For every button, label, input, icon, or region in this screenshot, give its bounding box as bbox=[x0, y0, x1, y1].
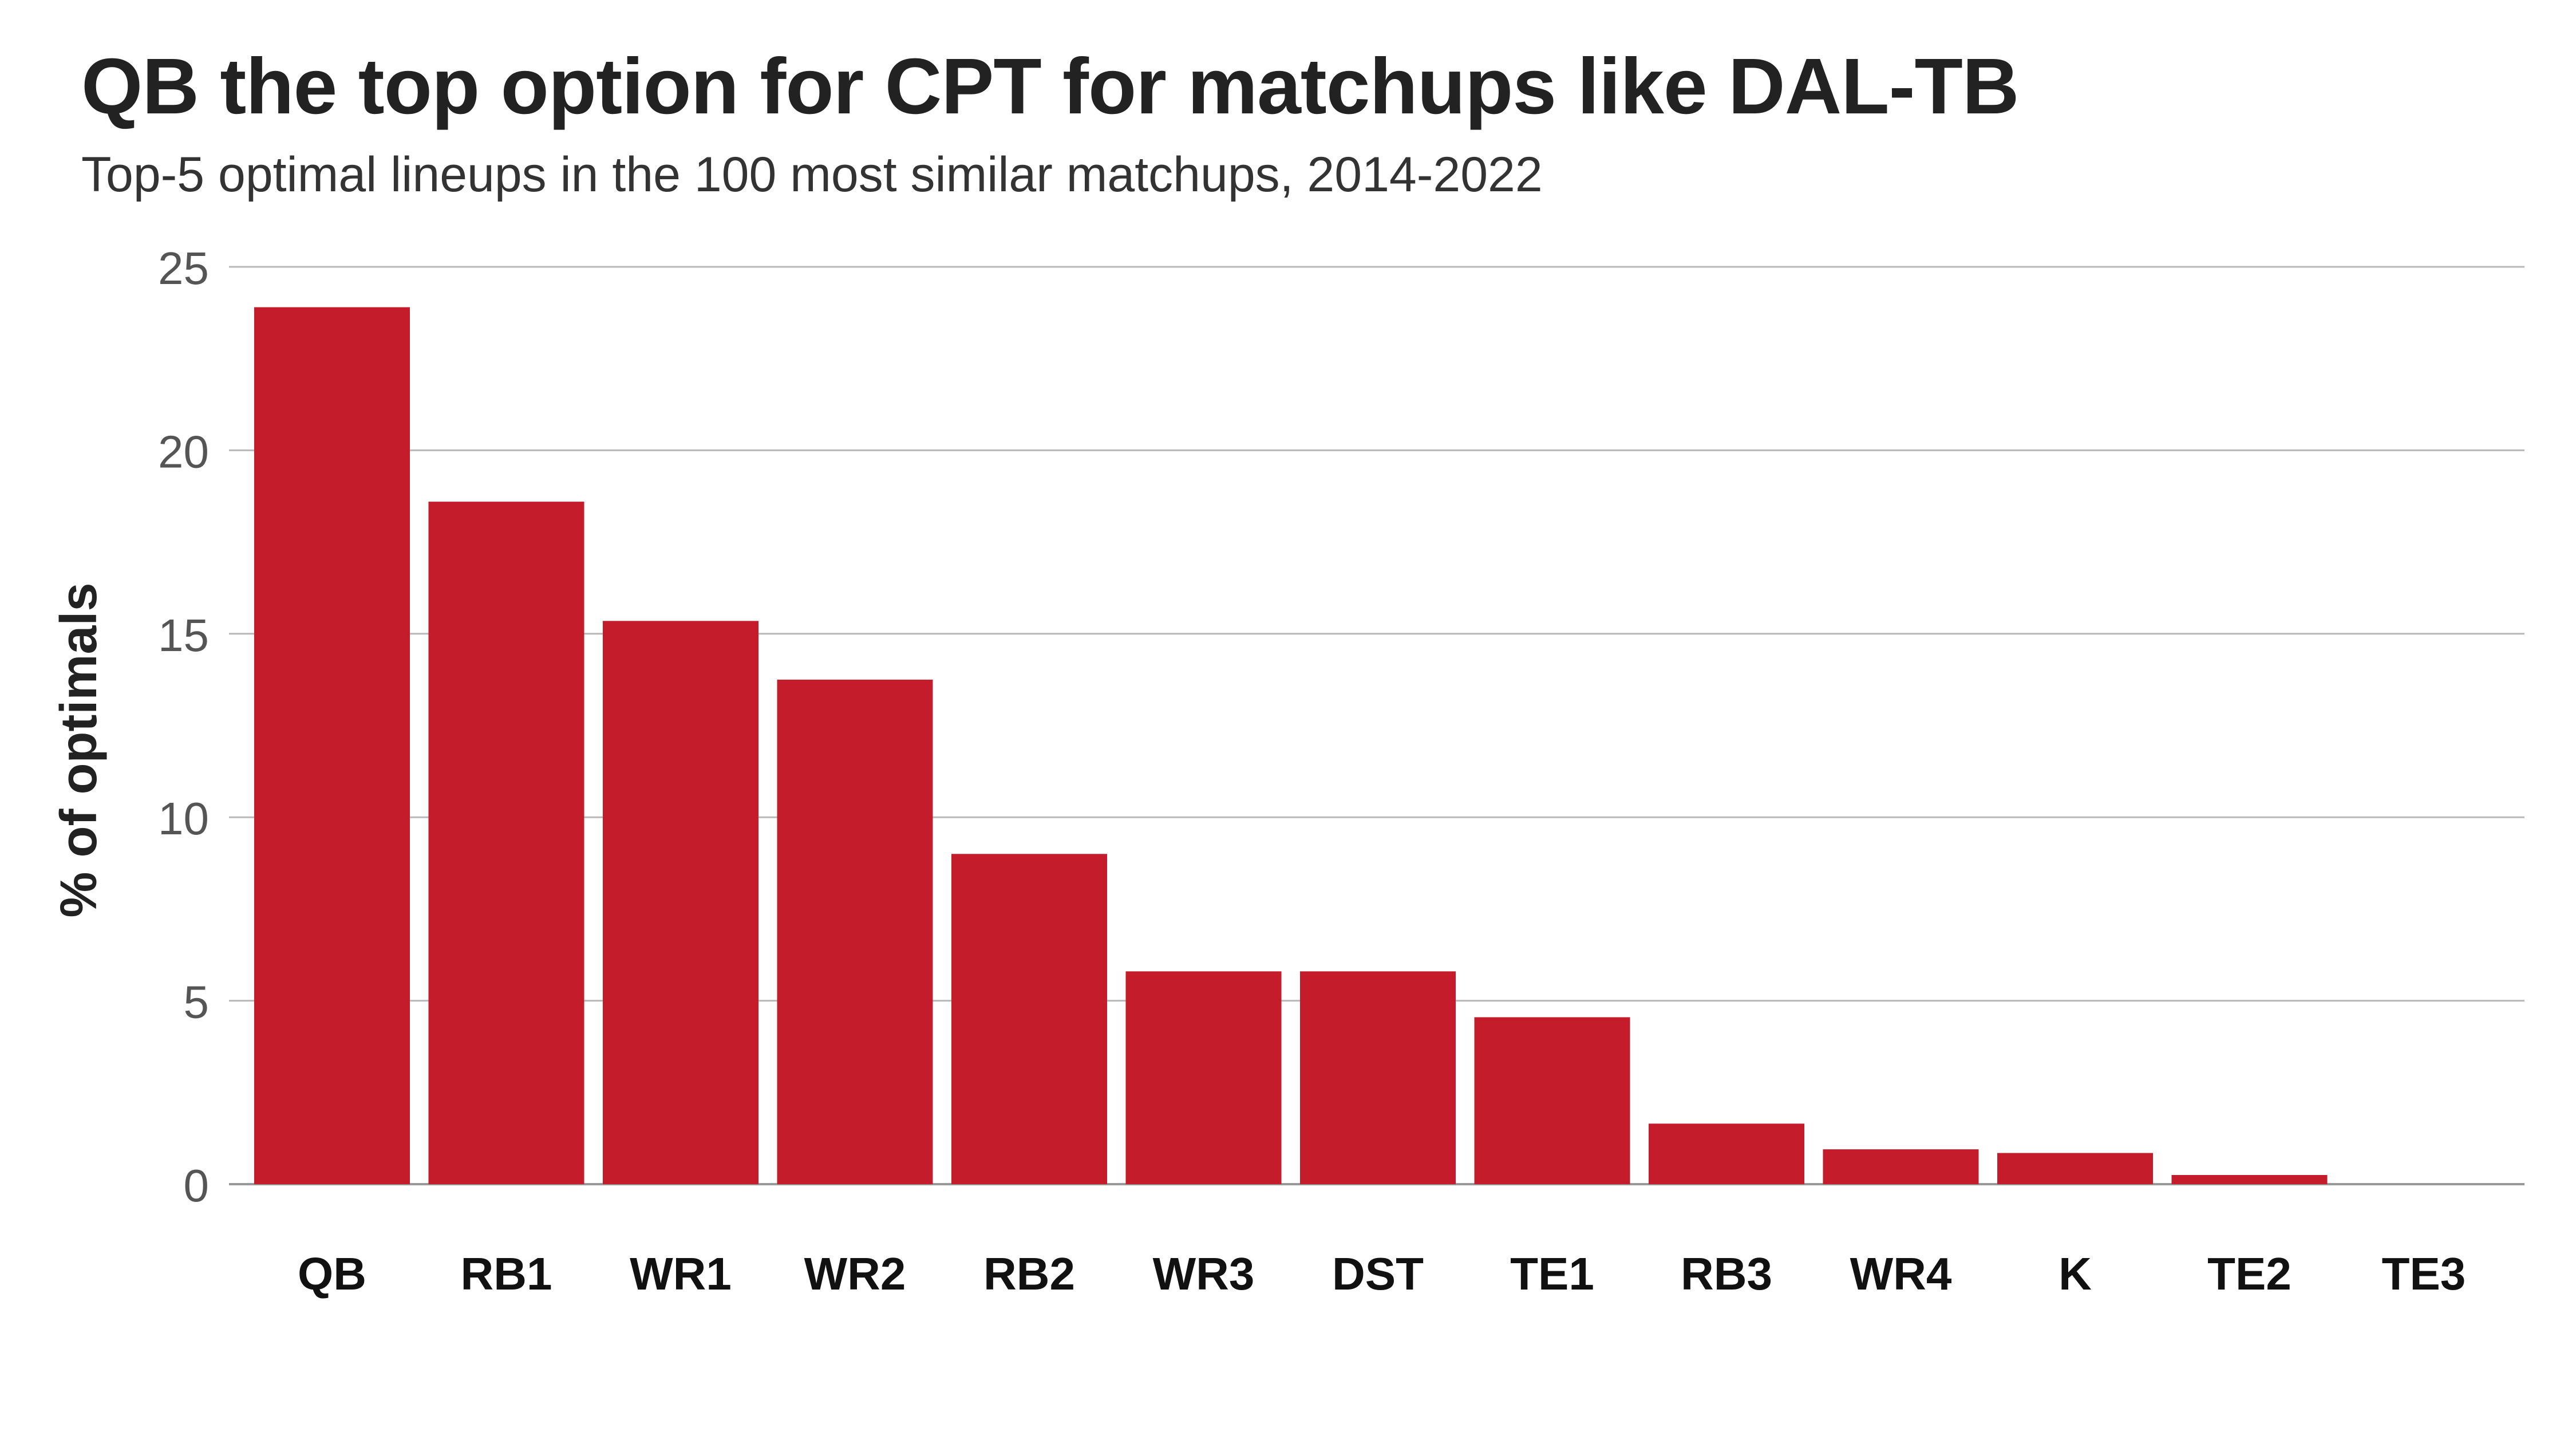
bar-rb1 bbox=[428, 502, 584, 1184]
chart-subtitle: Top-5 optimal lineups in the 100 most si… bbox=[81, 147, 1543, 202]
bar-dst bbox=[1300, 971, 1456, 1184]
x-tick-label-te2: TE2 bbox=[2207, 1248, 2291, 1299]
bar-k bbox=[1997, 1153, 2153, 1184]
y-tick-label: 0 bbox=[184, 1160, 210, 1211]
bar-rb3 bbox=[1649, 1123, 1804, 1184]
y-tick-label: 5 bbox=[184, 977, 210, 1028]
x-tick-label-rb2: RB2 bbox=[983, 1248, 1075, 1299]
x-tick-label-wr4: WR4 bbox=[1850, 1248, 1952, 1299]
x-tick-label-rb3: RB3 bbox=[1681, 1248, 1772, 1299]
y-tick-label: 20 bbox=[158, 426, 209, 477]
bar-te2 bbox=[2171, 1174, 2328, 1184]
bar-wr4 bbox=[1823, 1149, 1979, 1184]
x-tick-label-wr1: WR1 bbox=[630, 1248, 732, 1299]
bar-te1 bbox=[1474, 1017, 1630, 1184]
x-tick-label-te1: TE1 bbox=[1510, 1248, 1594, 1299]
bar-wr2 bbox=[777, 679, 933, 1184]
y-tick-label: 25 bbox=[158, 243, 209, 294]
x-tick-label-dst: DST bbox=[1332, 1248, 1424, 1299]
x-tick-label-qb: QB bbox=[298, 1248, 366, 1299]
chart-title: QB the top option for CPT for matchups l… bbox=[81, 42, 2020, 131]
x-tick-label-wr2: WR2 bbox=[804, 1248, 906, 1299]
bar-qb bbox=[254, 307, 410, 1184]
bar-wr1 bbox=[603, 621, 758, 1184]
bar-rb2 bbox=[951, 854, 1107, 1184]
x-tick-labels: QB RB1 WR1 WR2 RB2 WR3 DST TE1 RB3 WR4 K TE2 TE3 bbox=[298, 1248, 2466, 1299]
y-axis-label: % of optimals bbox=[50, 582, 108, 917]
bar-wr3 bbox=[1125, 971, 1282, 1184]
x-tick-label-k: K bbox=[2059, 1248, 2092, 1299]
x-tick-label-wr3: WR3 bbox=[1153, 1248, 1255, 1299]
y-tick-label: 10 bbox=[158, 793, 209, 844]
bars bbox=[254, 307, 2328, 1184]
x-tick-label-te3: TE3 bbox=[2382, 1248, 2466, 1299]
y-tick-labels: 0 5 10 15 20 25 bbox=[158, 243, 209, 1211]
y-tick-label: 15 bbox=[158, 610, 209, 661]
x-tick-label-rb1: RB1 bbox=[460, 1248, 552, 1299]
